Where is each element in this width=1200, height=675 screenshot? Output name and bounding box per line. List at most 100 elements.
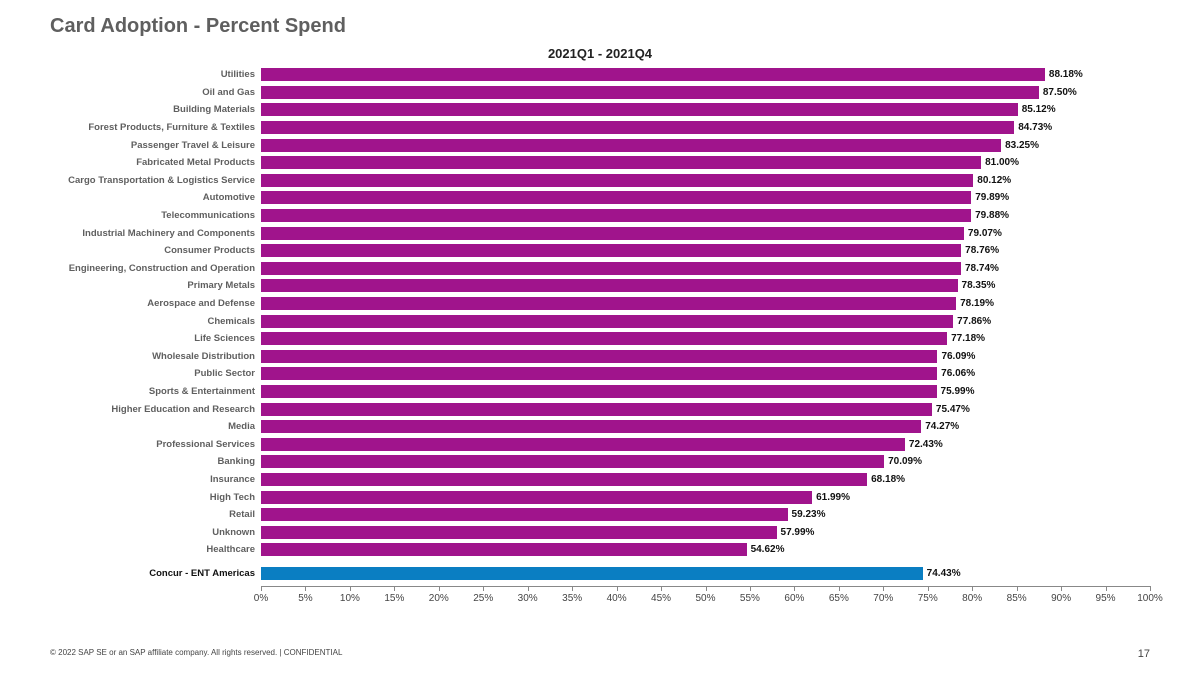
axis-tick	[706, 586, 707, 591]
bar	[261, 438, 905, 451]
bar-area: 61.99%	[261, 491, 1150, 504]
bar-row: Higher Education and Research75.47%	[50, 400, 1150, 418]
bar-area: 76.06%	[261, 367, 1150, 380]
axis-tick-label: 55%	[740, 593, 760, 604]
axis-tick	[483, 586, 484, 591]
bar-area: 85.12%	[261, 103, 1150, 116]
bar	[261, 315, 953, 328]
bar-area: 80.12%	[261, 174, 1150, 187]
category-label: Automotive	[50, 192, 261, 203]
axis-tick	[1017, 586, 1018, 591]
bar-row: Media74.27%	[50, 418, 1150, 436]
bar-area: 78.35%	[261, 279, 1150, 292]
value-label: 72.43%	[905, 438, 943, 451]
category-label: Banking	[50, 456, 261, 467]
bar-area: 57.99%	[261, 526, 1150, 539]
bar-row: Oil and Gas87.50%	[50, 84, 1150, 102]
bar-row: Consumer Products78.76%	[50, 242, 1150, 260]
value-label: 78.19%	[956, 297, 994, 310]
bar-area: 81.00%	[261, 156, 1150, 169]
category-label: Concur - ENT Americas	[50, 568, 261, 579]
category-label: Utilities	[50, 69, 261, 80]
value-label: 78.35%	[958, 279, 996, 292]
axis-tick	[1106, 586, 1107, 591]
bar-row: Industrial Machinery and Components79.07…	[50, 224, 1150, 242]
bar	[261, 491, 812, 504]
value-label: 85.12%	[1018, 103, 1056, 116]
value-label: 78.76%	[961, 244, 999, 257]
value-label: 77.86%	[953, 315, 991, 328]
bar-row: Building Materials 85.12%	[50, 101, 1150, 119]
bar-row: Sports & Entertainment75.99%	[50, 383, 1150, 401]
value-label: 76.09%	[937, 350, 975, 363]
axis-tick-label: 30%	[518, 593, 538, 604]
bar-row: Banking 70.09%	[50, 453, 1150, 471]
category-label: Media	[50, 421, 261, 432]
value-label: 54.62%	[747, 543, 785, 556]
category-label: Sports & Entertainment	[50, 386, 261, 397]
bar	[261, 244, 961, 257]
bar	[261, 279, 958, 292]
bar-area: 77.86%	[261, 315, 1150, 328]
value-label: 68.18%	[867, 473, 905, 486]
bar-area: 79.88%	[261, 209, 1150, 222]
bar-area: 79.89%	[261, 191, 1150, 204]
bar-area: 59.23%	[261, 508, 1150, 521]
axis-tick-label: 35%	[562, 593, 582, 604]
bar	[261, 209, 971, 222]
value-label: 75.47%	[932, 403, 970, 416]
bar-row: Concur - ENT Americas 74.43%	[50, 565, 1150, 583]
axis-tick-label: 100%	[1137, 593, 1163, 604]
bar	[261, 174, 973, 187]
bar	[261, 543, 747, 556]
bar-area: 78.74%	[261, 262, 1150, 275]
bar	[261, 420, 921, 433]
chart-subtitle: 2021Q1 - 2021Q4	[0, 46, 1200, 61]
bar-row: Retail 59.23%	[50, 506, 1150, 524]
bar-area: 72.43%	[261, 438, 1150, 451]
bar-row: Life Sciences 77.18%	[50, 330, 1150, 348]
axis-tick	[528, 586, 529, 591]
value-label: 77.18%	[947, 332, 985, 345]
bar-area: 74.27%	[261, 420, 1150, 433]
value-label: 70.09%	[884, 455, 922, 468]
slide: Card Adoption - Percent Spend 2021Q1 - 2…	[0, 0, 1200, 675]
bar-area: 83.25%	[261, 139, 1150, 152]
bar	[261, 139, 1001, 152]
bar-area: 76.09%	[261, 350, 1150, 363]
axis-tick-label: 25%	[473, 593, 493, 604]
bar	[261, 473, 867, 486]
value-label: 59.23%	[788, 508, 826, 521]
bar-area: 88.18%	[261, 68, 1150, 81]
bar	[261, 227, 964, 240]
bar	[261, 297, 956, 310]
category-label: Chemicals	[50, 316, 261, 327]
bar-area: 74.43%	[261, 567, 1150, 580]
bar	[261, 508, 788, 521]
value-label: 74.43%	[923, 567, 961, 580]
bar-row: Chemicals 77.86%	[50, 312, 1150, 330]
axis-tick-label: 75%	[918, 593, 938, 604]
footer-text: © 2022 SAP SE or an SAP affiliate compan…	[50, 648, 342, 657]
bar-row: Unknown57.99%	[50, 523, 1150, 541]
category-label: Building Materials	[50, 104, 261, 115]
category-label: Life Sciences	[50, 333, 261, 344]
axis-tick	[839, 586, 840, 591]
bar	[261, 262, 961, 275]
category-label: Wholesale Distribution	[50, 351, 261, 362]
axis-tick	[617, 586, 618, 591]
axis-tick	[972, 586, 973, 591]
axis-tick	[794, 586, 795, 591]
bar-row: Engineering, Construction and Operation7…	[50, 260, 1150, 278]
bar	[261, 103, 1018, 116]
bar	[261, 367, 937, 380]
value-label: 81.00%	[981, 156, 1019, 169]
category-label: Retail	[50, 509, 261, 520]
axis-tick	[661, 586, 662, 591]
axis-tick	[261, 586, 262, 591]
axis-tick-label: 45%	[651, 593, 671, 604]
axis-tick	[305, 586, 306, 591]
axis-tick	[350, 586, 351, 591]
bar-row: Primary Metals78.35%	[50, 277, 1150, 295]
axis-tick-label: 40%	[607, 593, 627, 604]
